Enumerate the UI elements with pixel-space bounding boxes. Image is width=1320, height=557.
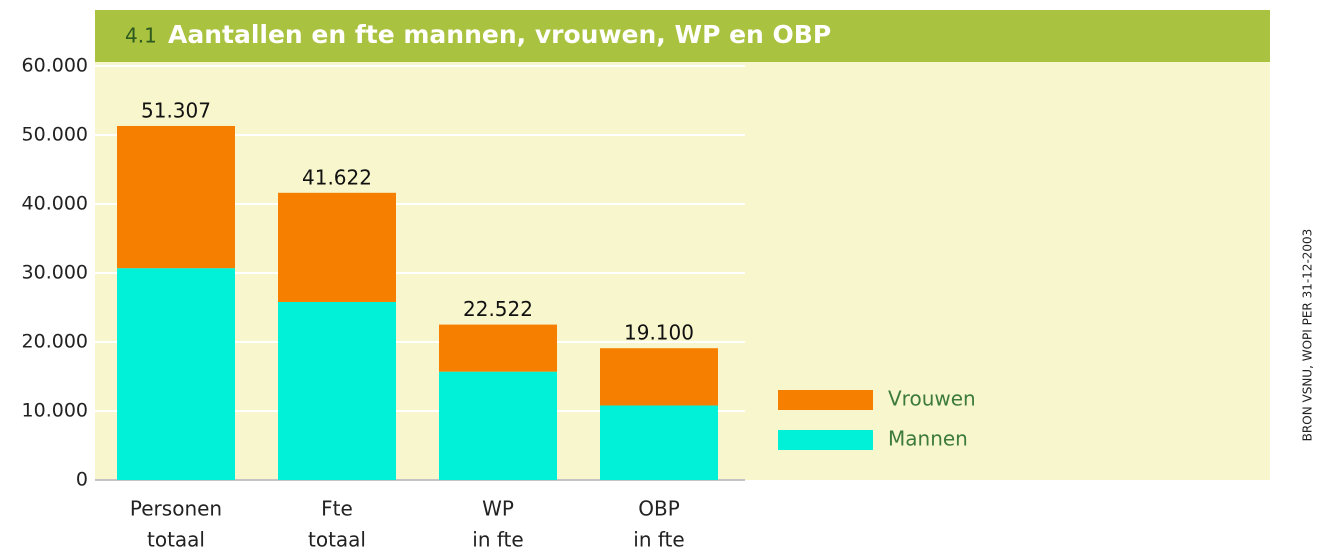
y-tick-label: 60.000	[22, 55, 88, 77]
x-tick-label: OBP	[638, 497, 680, 521]
total-label: 19.100	[624, 321, 694, 345]
x-tick-label: WP	[482, 497, 514, 521]
legend-swatch	[778, 430, 873, 450]
legend-swatch	[778, 390, 873, 410]
total-label: 22.522	[463, 297, 533, 321]
legend-label: Mannen	[888, 427, 968, 451]
bar-segment	[600, 348, 718, 406]
total-label: 41.622	[302, 165, 372, 189]
x-tick-label: in fte	[633, 528, 684, 552]
total-label: 51.307	[141, 98, 211, 122]
y-tick-label: 20.000	[22, 331, 88, 353]
bar-segment	[439, 324, 557, 372]
y-tick-label: 40.000	[22, 193, 88, 215]
x-tick-label: totaal	[308, 528, 366, 552]
bar-segment	[117, 268, 235, 480]
legend-label: Vrouwen	[888, 387, 976, 411]
x-tick-label: Personen	[130, 497, 222, 521]
x-tick-label: totaal	[147, 528, 205, 552]
header-bar	[95, 10, 1270, 62]
x-tick-label: in fte	[472, 528, 523, 552]
bar-segment	[439, 371, 557, 480]
chart-title: Aantallen en fte mannen, vrouwen, WP en …	[168, 20, 831, 49]
bar-segment	[278, 301, 396, 480]
y-tick-label: 30.000	[22, 262, 88, 284]
source-note: BRON VSNU, WOPI PER 31-12-2003	[1301, 229, 1315, 442]
y-tick-label: 10.000	[22, 400, 88, 422]
x-tick-label: Fte	[321, 497, 353, 521]
bar-segment	[600, 405, 718, 480]
bar-segment	[278, 192, 396, 302]
y-tick-label: 50.000	[22, 124, 88, 146]
bar-segment	[117, 125, 235, 269]
y-tick-label: 0	[76, 469, 88, 491]
title-number: 4.1	[125, 24, 157, 48]
